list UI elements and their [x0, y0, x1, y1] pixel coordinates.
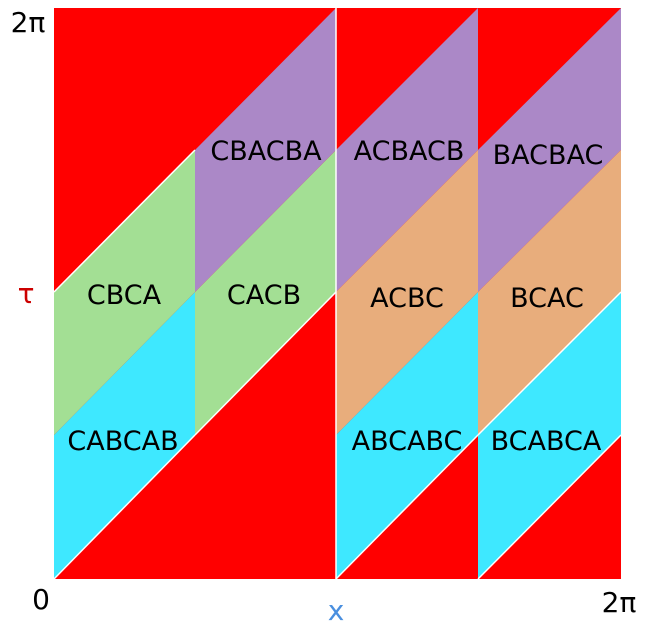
region-label-cabcab: CABCAB: [67, 426, 178, 457]
region-label-bacbac: BACBAC: [493, 140, 604, 171]
region-abcabc: [336, 292, 478, 579]
region-label-bcabca: BCABCA: [491, 426, 602, 457]
y-max-label: 2π: [11, 6, 46, 39]
x-min-label: 0: [32, 583, 50, 616]
region-bcac: [478, 150, 621, 435]
region-label-acbc: ACBC: [370, 283, 444, 314]
region-label-cbca: CBCA: [87, 280, 162, 311]
region-cbca: [54, 150, 195, 435]
region-bacbac: [478, 8, 621, 292]
separator-diagonal: [194, 291, 337, 436]
region-acbc: [336, 150, 478, 435]
region-bcabca: [478, 292, 621, 579]
region-cbacba: [195, 8, 336, 292]
region-label-bcac: BCAC: [510, 283, 584, 314]
x-axis-label: x: [328, 594, 345, 627]
separator-diagonal: [477, 434, 622, 580]
region-label-acbacb: ACBACB: [354, 136, 465, 167]
separator-diagonal: [477, 291, 622, 436]
region-acbacb: [336, 8, 478, 292]
region-label-cacb: CACB: [227, 280, 301, 311]
separator-diagonal: [53, 434, 196, 580]
separator-diagonal: [53, 149, 196, 293]
region-label-cbacba: CBACBA: [210, 136, 322, 167]
region-cacb: [195, 150, 336, 435]
x-max-label: 2π: [602, 586, 637, 619]
separator-diagonal: [335, 434, 479, 580]
region-label-abcabc: ABCABC: [352, 426, 463, 457]
region-cabcab: [54, 292, 195, 579]
y-axis-label: τ: [18, 277, 35, 310]
separator-lines: [53, 8, 622, 580]
